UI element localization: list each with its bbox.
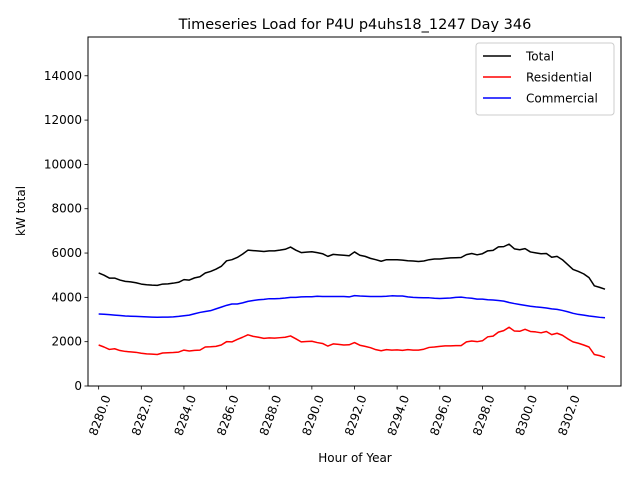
x-axis-label: Hour of Year xyxy=(318,451,392,465)
y-tick-label: 12000 xyxy=(44,113,82,127)
y-tick-label: 0 xyxy=(74,379,82,393)
plot-lines xyxy=(98,243,606,359)
series-line-total xyxy=(98,243,606,290)
legend-label-commercial: Commercial xyxy=(526,92,598,106)
x-tick-label: 8298.0 xyxy=(470,393,498,437)
x-tick-label: 8282.0 xyxy=(129,393,157,437)
x-tick-label: 8280.0 xyxy=(86,393,114,437)
x-tick-label: 8300.0 xyxy=(513,393,541,437)
legend-label-residential: Residential xyxy=(526,71,592,85)
x-tick-label: 8286.0 xyxy=(214,393,242,437)
legend-label-total: Total xyxy=(525,50,554,64)
x-tick-label: 8292.0 xyxy=(342,393,370,437)
y-tick-label: 6000 xyxy=(51,246,82,260)
series-line-commercial xyxy=(98,294,606,319)
x-tick-label: 8302.0 xyxy=(555,393,583,437)
x-tick-label: 8288.0 xyxy=(257,393,285,437)
y-tick-label: 10000 xyxy=(44,157,82,171)
legend: Total Residential Commercial xyxy=(475,42,615,116)
chart-title: Timeseries Load for P4U p4uhs18_1247 Day… xyxy=(178,17,532,33)
y-tick-label: 2000 xyxy=(51,335,82,349)
series-line-residential xyxy=(98,326,606,359)
y-tick-label: 14000 xyxy=(44,69,82,83)
y-tick-label: 8000 xyxy=(51,202,82,216)
x-tick-label: 8294.0 xyxy=(385,393,413,437)
x-tick-label: 8284.0 xyxy=(172,393,200,437)
x-axis-ticks: 8280.0 8282.0 8284.0 8286.0 8288.0 8290.0 8292… xyxy=(86,386,583,438)
y-axis-ticks: 0 2000 4000 6000 8000 10000 12000 14000 xyxy=(44,69,88,393)
legend-box xyxy=(475,42,615,116)
x-tick-label: 8296.0 xyxy=(427,393,455,437)
x-tick-label: 8290.0 xyxy=(299,393,327,437)
y-tick-label: 4000 xyxy=(51,290,82,304)
y-axis-label: kW total xyxy=(14,186,28,236)
